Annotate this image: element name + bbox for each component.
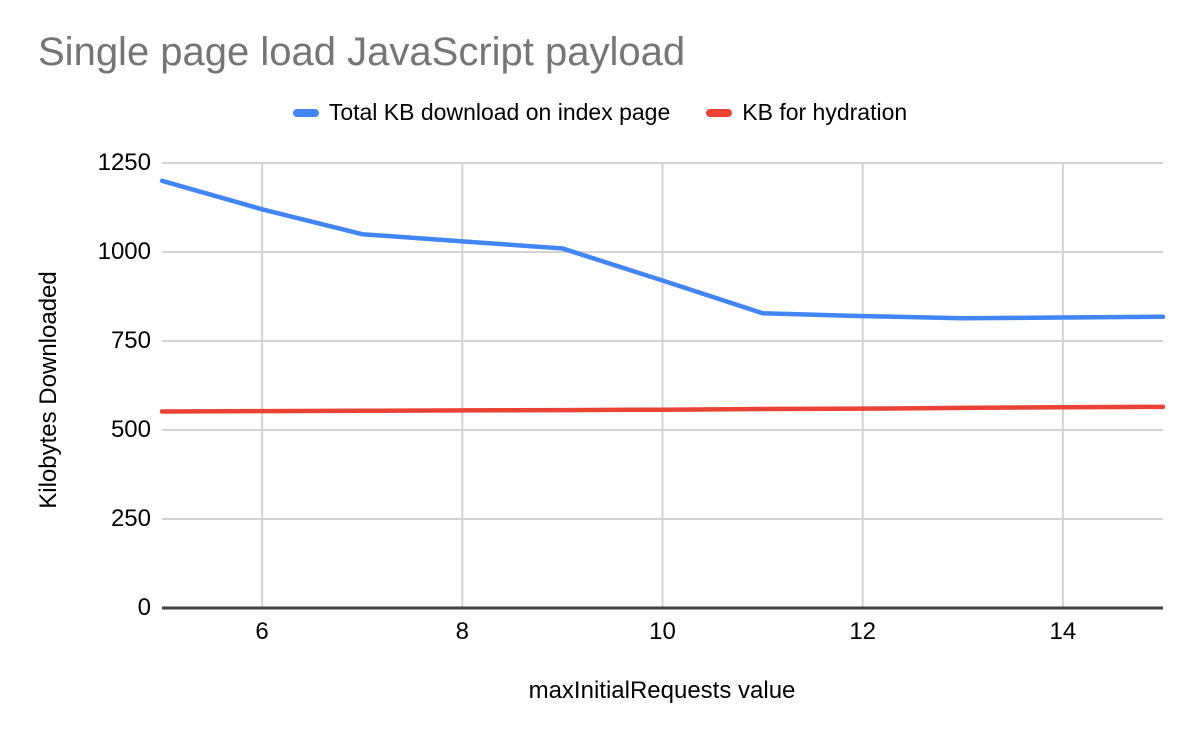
x-tick-label: 12 (849, 618, 877, 645)
chart-title: Single page load JavaScript payload (38, 30, 686, 74)
x-tick-label: 14 (1049, 618, 1077, 645)
red-series-swatch-icon (706, 108, 733, 117)
y-tick-label: 500 (110, 416, 151, 443)
legend: Total KB download on index page KB for h… (0, 99, 1200, 126)
series-line-0 (159, 178, 1166, 321)
y-tick-label: 0 (137, 594, 151, 621)
legend-item-total-kb: Total KB download on index page (292, 99, 671, 126)
y-tick-label: 1000 (97, 238, 151, 265)
blue-series-swatch-icon (292, 108, 319, 117)
legend-item-hydration: KB for hydration (706, 99, 907, 126)
x-tick-label: 6 (255, 618, 269, 645)
y-tick-label: 250 (110, 505, 151, 532)
legend-label-total-kb: Total KB download on index page (328, 99, 671, 125)
series-line-1 (159, 404, 1166, 414)
y-tick-label: 750 (110, 327, 151, 354)
y-tick-label: 1250 (97, 149, 151, 176)
y-axis-title: Kilobytes Downloaded (35, 271, 62, 509)
legend-label-hydration: KB for hydration (742, 99, 908, 125)
x-tick-label: 8 (455, 618, 469, 645)
x-axis-title: maxInitialRequests value (528, 677, 796, 704)
x-tick-label: 10 (649, 618, 676, 645)
